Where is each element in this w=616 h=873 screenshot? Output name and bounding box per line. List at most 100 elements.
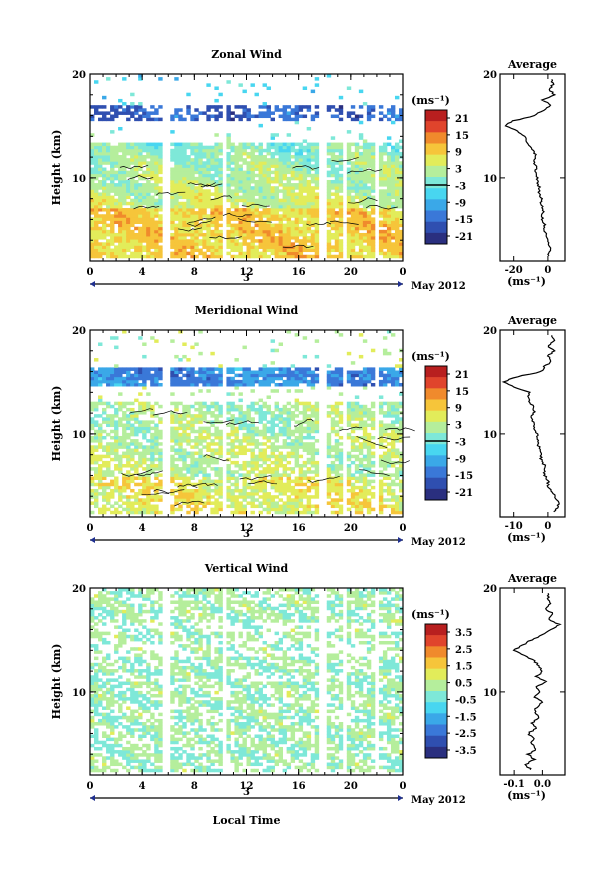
heatmap-cell xyxy=(310,414,316,418)
heatmap-cell xyxy=(130,454,135,459)
heatmap-cell xyxy=(262,176,267,181)
heatmap-cell xyxy=(250,460,255,465)
heatmap-cell xyxy=(214,155,219,159)
heatmap-cell xyxy=(270,451,275,456)
heatmap-cell xyxy=(154,161,159,165)
heatmap-cell xyxy=(310,411,316,415)
heatmap-cell xyxy=(274,485,279,490)
heatmap-cell xyxy=(370,217,376,221)
heatmap-cell xyxy=(298,186,304,190)
heatmap-cell xyxy=(202,401,207,406)
heatmap-cell xyxy=(190,370,195,375)
heatmap-cell xyxy=(178,445,183,449)
heatmap-cell xyxy=(178,254,183,259)
heatmap-cell xyxy=(186,439,191,443)
heatmap-cell xyxy=(234,485,239,490)
heatmap-cell xyxy=(186,370,191,375)
heatmap-cell xyxy=(266,498,271,502)
heatmap-cell xyxy=(210,176,215,181)
heatmap-cell xyxy=(114,176,119,181)
heatmap-cell xyxy=(110,170,115,175)
heatmap-cell xyxy=(234,198,239,203)
heatmap-cell xyxy=(154,451,159,456)
heatmap-cell xyxy=(294,457,300,462)
heatmap-cell xyxy=(114,379,119,384)
heatmap-cell xyxy=(146,179,151,184)
heatmap-cell xyxy=(194,117,199,122)
heatmap-cell xyxy=(186,442,191,446)
heatmap-cell xyxy=(174,435,179,440)
heatmap-cell xyxy=(362,201,368,206)
heatmap-cell xyxy=(358,198,364,203)
heatmap-cell xyxy=(270,376,275,381)
heatmap-cell xyxy=(390,105,396,109)
heatmap-cell xyxy=(350,485,356,490)
colorbar-unit: (ms⁻¹) xyxy=(411,94,450,107)
heatmap-cell xyxy=(306,367,312,371)
heatmap-cell xyxy=(326,148,332,153)
heatmap-cell xyxy=(314,504,320,509)
heatmap-cell xyxy=(310,114,316,119)
heatmap-cell xyxy=(366,435,372,440)
heatmap-cell xyxy=(310,435,316,440)
heatmap-cell xyxy=(170,173,175,178)
heatmap-cell xyxy=(126,151,131,156)
heatmap-cell xyxy=(262,198,267,203)
heatmap-cell xyxy=(262,114,267,119)
heatmap-cell xyxy=(270,211,275,215)
heatmap-cell xyxy=(282,192,288,196)
heatmap-cell xyxy=(218,229,223,234)
heatmap-cell xyxy=(154,445,159,449)
heatmap-cell xyxy=(234,464,239,468)
heatmap-cell xyxy=(114,161,119,165)
heatmap-cell xyxy=(362,183,368,187)
heatmap-cell xyxy=(158,220,163,224)
heatmap-cell xyxy=(150,467,155,471)
heatmap-cell xyxy=(158,142,163,147)
heatmap-cell xyxy=(122,164,127,168)
heatmap-cell xyxy=(238,189,243,193)
heatmap-cell xyxy=(114,111,119,115)
heatmap-cell xyxy=(306,401,312,406)
heatmap-cell xyxy=(202,226,207,231)
heatmap-cell xyxy=(122,195,127,200)
heatmap-cell xyxy=(146,142,151,147)
heatmap-cell xyxy=(362,482,368,487)
heatmap-cell xyxy=(126,426,131,431)
heatmap-cell xyxy=(178,186,183,190)
heatmap-cell xyxy=(198,507,203,512)
heatmap-cell xyxy=(378,401,384,406)
heatmap-cell xyxy=(130,158,135,162)
heatmap-cell xyxy=(146,201,151,206)
heatmap-cell xyxy=(150,161,155,165)
heatmap-cell xyxy=(170,439,175,443)
heatmap-cell xyxy=(118,201,123,206)
heatmap-cell xyxy=(122,445,127,449)
heatmap-cell xyxy=(154,507,159,512)
heatmap-cell xyxy=(94,448,99,452)
heatmap-cell xyxy=(158,176,163,181)
heatmap-cell xyxy=(370,155,376,159)
heatmap-cell xyxy=(278,179,284,184)
heatmap-cell xyxy=(242,111,247,115)
heatmap-cell xyxy=(386,454,392,459)
heatmap-cell xyxy=(258,485,263,490)
heatmap-cell xyxy=(202,211,207,215)
heatmap-cell xyxy=(90,417,95,421)
heatmap-cell xyxy=(98,105,103,109)
heatmap-cell xyxy=(178,451,183,456)
heatmap-cell xyxy=(182,151,187,156)
heatmap-cell xyxy=(338,254,344,259)
heatmap-cell xyxy=(294,414,300,418)
heatmap-cell xyxy=(358,239,364,243)
heatmap-cell xyxy=(390,460,396,465)
heatmap-cell xyxy=(214,201,219,206)
heatmap-cell xyxy=(122,183,127,187)
heatmap-cell xyxy=(182,485,187,490)
heatmap-cell xyxy=(362,148,368,153)
heatmap-cell xyxy=(190,183,195,187)
heatmap-cell xyxy=(118,439,123,443)
heatmap-cell xyxy=(142,404,147,409)
heatmap-cell xyxy=(250,217,255,221)
heatmap-cell xyxy=(258,226,263,231)
